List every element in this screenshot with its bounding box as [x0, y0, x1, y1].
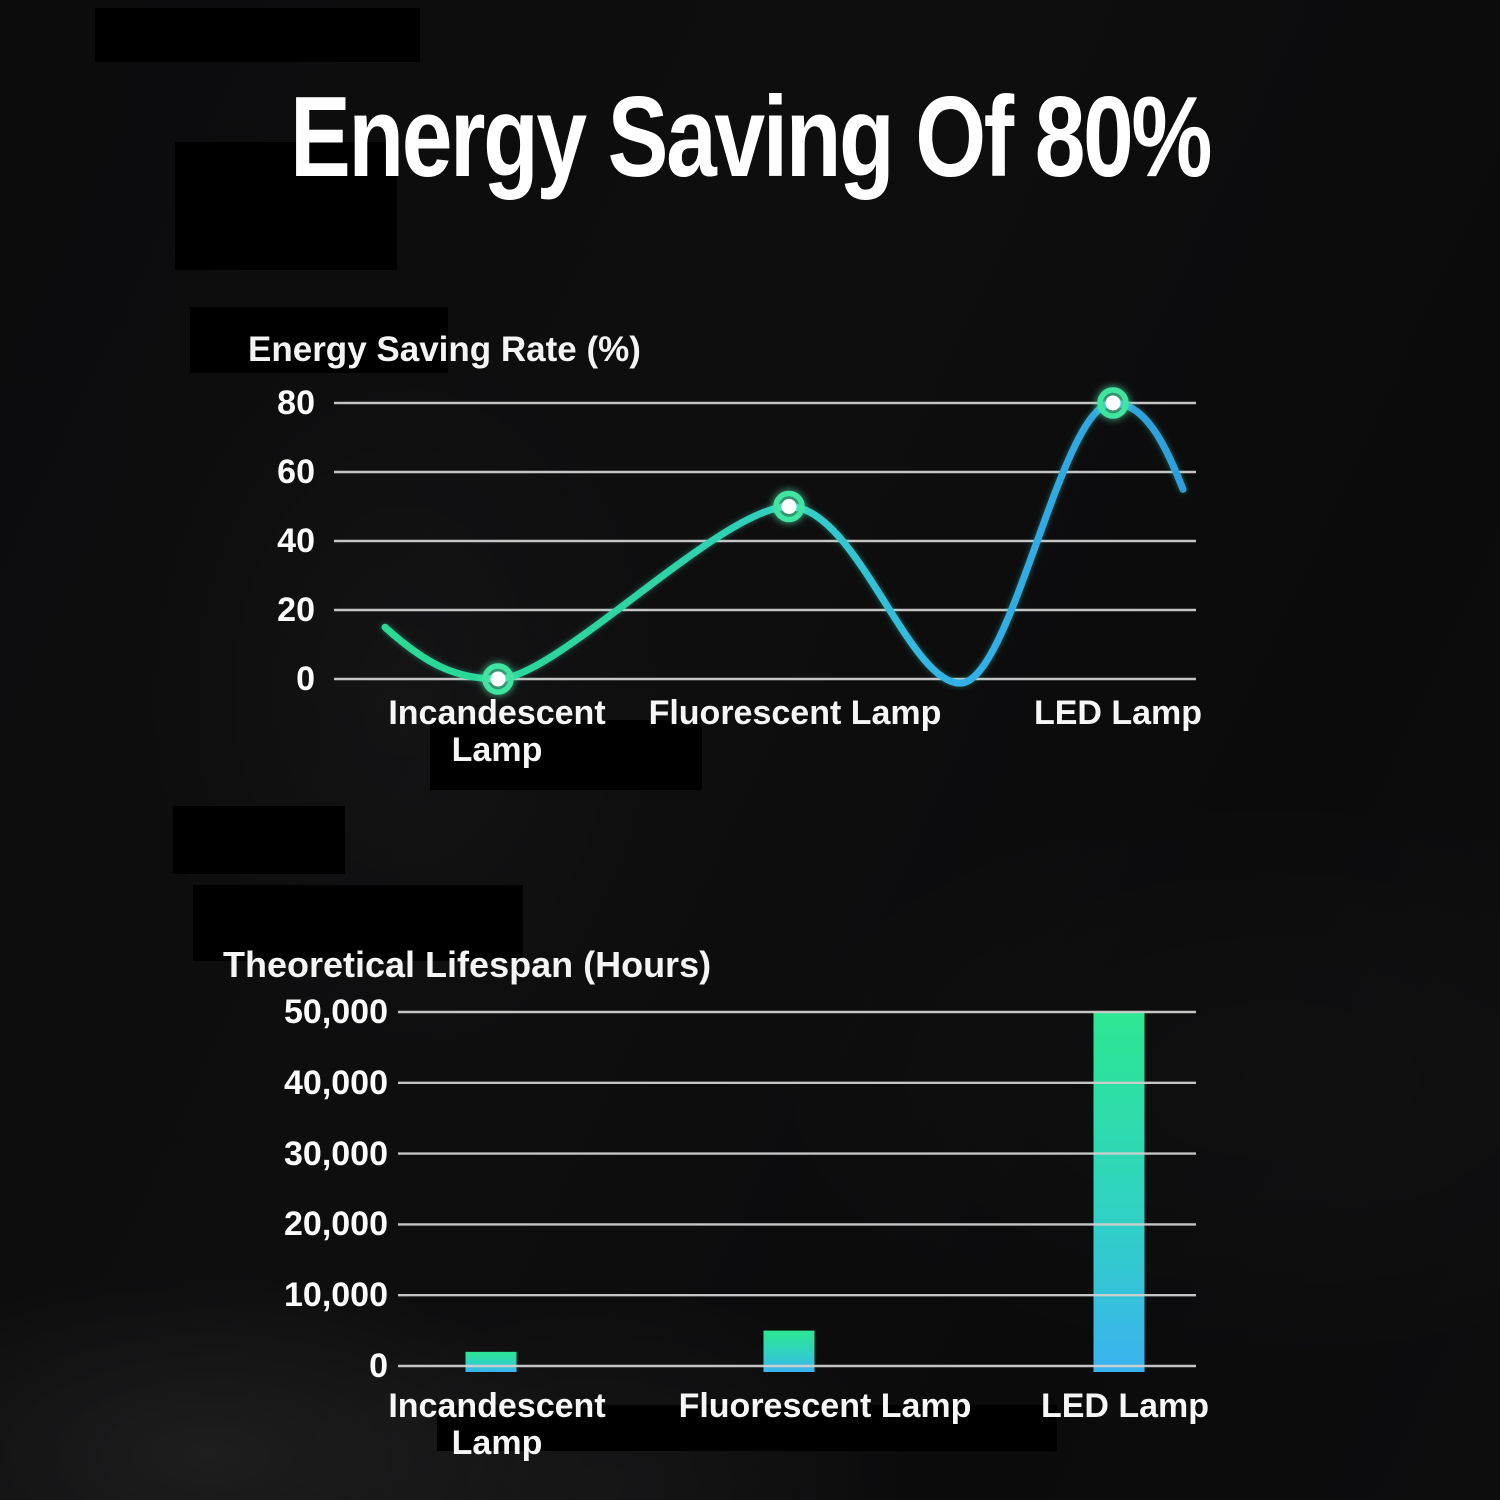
redaction-box — [95, 8, 420, 62]
redaction-box — [430, 720, 702, 790]
bar-chart-ytick: 0 — [369, 1347, 388, 1385]
redaction-box — [190, 307, 448, 373]
bar-chart-category-fluorescent: Fluorescent Lamp — [678, 1387, 972, 1425]
bar-chart-category-led: LED Lamp — [1040, 1387, 1210, 1425]
redaction-box — [193, 885, 523, 961]
line-chart-category-fluorescent: Fluorescent Lamp — [648, 694, 942, 732]
line-chart-ytick: 20 — [277, 591, 315, 629]
bar — [465, 1351, 517, 1372]
redaction-box — [437, 1405, 1057, 1451]
redaction-box — [175, 142, 397, 270]
line-chart-category-incandescent: Incandescent Lamp — [388, 694, 606, 769]
bar-chart-ytick: 40,000 — [284, 1063, 388, 1102]
redaction-box — [173, 806, 345, 874]
bar-chart-category-incandescent: Incandescent Lamp — [388, 1387, 606, 1462]
bar-chart-ytick: 10,000 — [284, 1276, 388, 1315]
data-point-marker — [1097, 387, 1129, 419]
bar-chart — [398, 1010, 1196, 1372]
bar-chart-ytick: 20,000 — [284, 1205, 388, 1244]
data-point-marker — [482, 663, 514, 695]
line-chart-ytick: 80 — [277, 384, 315, 422]
line-chart-ytick: 40 — [277, 522, 315, 560]
line-chart-ytick: 60 — [277, 453, 315, 491]
bar-chart-ytick: 50,000 — [284, 993, 388, 1031]
page-title: Energy Saving Of 80% — [289, 74, 1212, 201]
line-curve — [381, 399, 1187, 687]
line-chart-category-led: LED Lamp — [1033, 694, 1203, 732]
line-chart — [334, 387, 1196, 695]
data-point-marker — [773, 490, 805, 523]
bar-chart-ytick: 30,000 — [284, 1134, 388, 1173]
bar — [1093, 1012, 1145, 1372]
line-chart-title: Energy Saving Rate (%) — [248, 330, 641, 369]
line-chart-ytick: 0 — [296, 660, 315, 698]
bar-chart-title: Theoretical Lifespan (Hours) — [223, 944, 712, 985]
